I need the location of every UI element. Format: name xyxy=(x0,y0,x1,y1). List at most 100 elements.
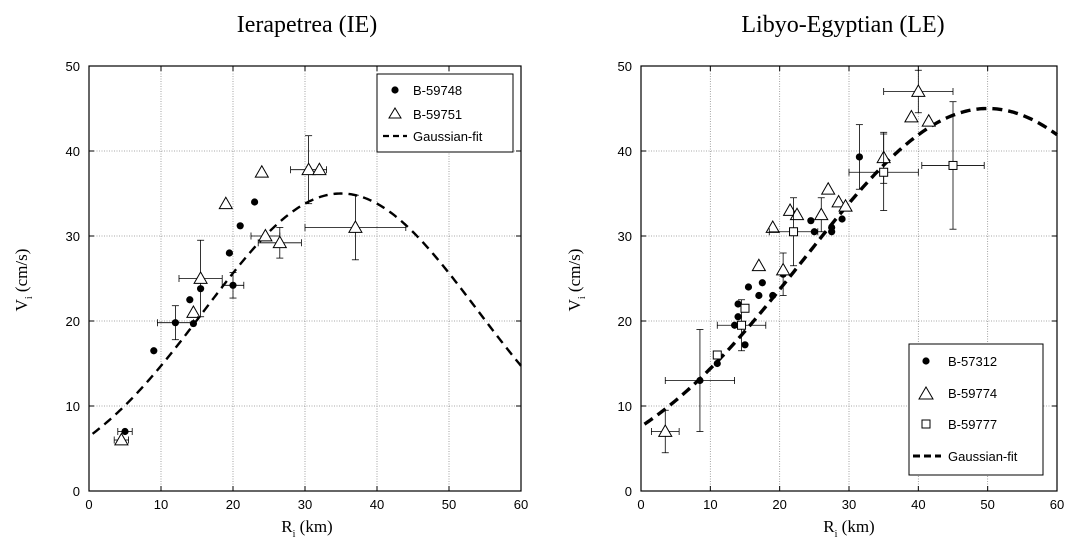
legend-entry: B-59774 xyxy=(948,386,997,401)
gaussian-fit-curve xyxy=(91,192,522,435)
data-point-circle xyxy=(236,222,244,230)
gaussian-fit-curve xyxy=(643,106,1058,426)
data-point-triangle xyxy=(751,258,767,272)
data-point-triangle xyxy=(813,207,829,221)
x-tick-label: 40 xyxy=(911,497,925,512)
y-axis-label: Vi (cm/s) xyxy=(565,249,588,312)
legend-entry: B-59777 xyxy=(948,417,997,432)
y-axis-label: Vi (cm/s) xyxy=(12,249,35,312)
data-point-square xyxy=(879,167,889,177)
x-tick-label: 10 xyxy=(154,497,168,512)
data-point-circle xyxy=(734,300,742,308)
data-point-circle xyxy=(150,347,158,355)
data-point-circle xyxy=(734,313,742,321)
chart-libyo-egyptian: Libyo-Egyptian (LE) 0 10 20 30 40 50 60 0 10 20 30… xyxy=(565,12,1064,540)
y-tick-label: 10 xyxy=(66,399,80,414)
x-tick-label: 0 xyxy=(85,497,92,512)
x-tick-label: 0 xyxy=(637,497,644,512)
legend-marker-open-square xyxy=(921,419,931,429)
x-tick-label: 30 xyxy=(842,497,856,512)
y-tick-label: 0 xyxy=(625,484,632,499)
data-point-circle xyxy=(744,283,753,291)
legend-marker-filled-circle xyxy=(922,357,930,365)
legend: B-57312 B-59774 B-59777 Gaussian-fit xyxy=(908,343,1044,476)
data-point-square xyxy=(712,350,722,360)
legend-entry: B-59751 xyxy=(413,107,462,122)
x-tick-label: 30 xyxy=(298,497,312,512)
data-point-circle xyxy=(828,228,836,236)
data-point-triangle xyxy=(193,270,208,284)
y-tick-label: 40 xyxy=(618,144,632,159)
chart-ierapetrea: Ierapetrea (IE) 0 10 20 30 40 50 60 0 10 20 30 40 50… xyxy=(12,12,528,540)
legend-marker-open-triangle xyxy=(918,386,934,400)
y-tick-label: 0 xyxy=(73,484,80,499)
data-point-triangle xyxy=(312,162,327,176)
data-point-triangle xyxy=(348,219,363,233)
x-tick-label: 20 xyxy=(772,497,786,512)
data-point-circle xyxy=(229,281,237,289)
data-point-triangle xyxy=(921,113,937,127)
data-point-circle xyxy=(225,249,233,257)
data-point-triangle xyxy=(301,162,316,176)
data-point-triangle xyxy=(218,196,234,210)
data-point-triangle xyxy=(272,235,288,249)
data-point-circle xyxy=(171,319,179,327)
data-point-triangle xyxy=(657,423,673,437)
legend-marker-filled-circle xyxy=(391,86,399,94)
data-point-triangle xyxy=(775,262,791,276)
legend-entry: Gaussian-fit xyxy=(413,129,483,144)
data-point-triangle xyxy=(258,228,273,242)
data-point-circle xyxy=(251,198,259,206)
x-tick-label: 60 xyxy=(1050,497,1064,512)
data-point-circle xyxy=(758,279,766,287)
x-tick-label: 50 xyxy=(442,497,456,512)
legend-box xyxy=(908,343,1044,476)
x-tick-label: 10 xyxy=(703,497,717,512)
data-point-circle xyxy=(696,376,704,385)
legend-entry: Gaussian-fit xyxy=(948,449,1018,464)
data-point-circle xyxy=(186,296,194,304)
y-tick-label: 30 xyxy=(618,229,632,244)
y-tick-label: 50 xyxy=(66,59,80,74)
data-point-triangle xyxy=(114,432,129,446)
legend-entry: B-57312 xyxy=(948,354,997,369)
y-tick-label: 30 xyxy=(66,229,80,244)
x-tick-label: 60 xyxy=(514,497,528,512)
data-point-triangle xyxy=(831,194,846,208)
chart-title: Ierapetrea (IE) xyxy=(237,12,378,38)
x-tick-label: 50 xyxy=(980,497,994,512)
data-point-triangle xyxy=(765,219,781,233)
y-tick-label: 40 xyxy=(66,144,80,159)
data-point-circle xyxy=(121,427,129,436)
y-tick-label: 20 xyxy=(618,314,632,329)
legend-marker-open-triangle xyxy=(388,107,402,119)
data-point-circle xyxy=(855,153,864,161)
x-tick-label: 20 xyxy=(226,497,240,512)
data-point-circle xyxy=(769,291,777,300)
y-tick-label: 50 xyxy=(618,59,632,74)
x-axis-label: Ri (km) xyxy=(823,517,874,540)
data-point-square xyxy=(740,303,750,313)
legend: B-59748 B-59751 Gaussian-fit xyxy=(376,73,514,153)
legend-entry: B-59748 xyxy=(413,83,462,98)
x-tick-label: 40 xyxy=(370,497,384,512)
chart-title: Libyo-Egyptian (LE) xyxy=(741,12,944,38)
y-tick-label: 20 xyxy=(66,314,80,329)
data-point-circle xyxy=(741,341,749,349)
legend-box xyxy=(376,73,514,153)
data-point-triangle xyxy=(186,304,201,318)
data-point-circle xyxy=(189,319,197,328)
data-point-circle xyxy=(713,359,721,368)
data-point-triangle xyxy=(820,181,836,195)
data-point-circle xyxy=(838,215,846,223)
data-point-square xyxy=(789,227,799,237)
x-axis-label: Ri (km) xyxy=(281,517,332,540)
data-point-circle xyxy=(755,291,763,300)
data-point-circle xyxy=(807,217,815,225)
data-point-square xyxy=(948,160,958,170)
data-point-square xyxy=(737,320,747,330)
data-point-triangle xyxy=(910,83,926,97)
data-point-triangle xyxy=(904,109,919,123)
y-tick-label: 10 xyxy=(618,399,632,414)
